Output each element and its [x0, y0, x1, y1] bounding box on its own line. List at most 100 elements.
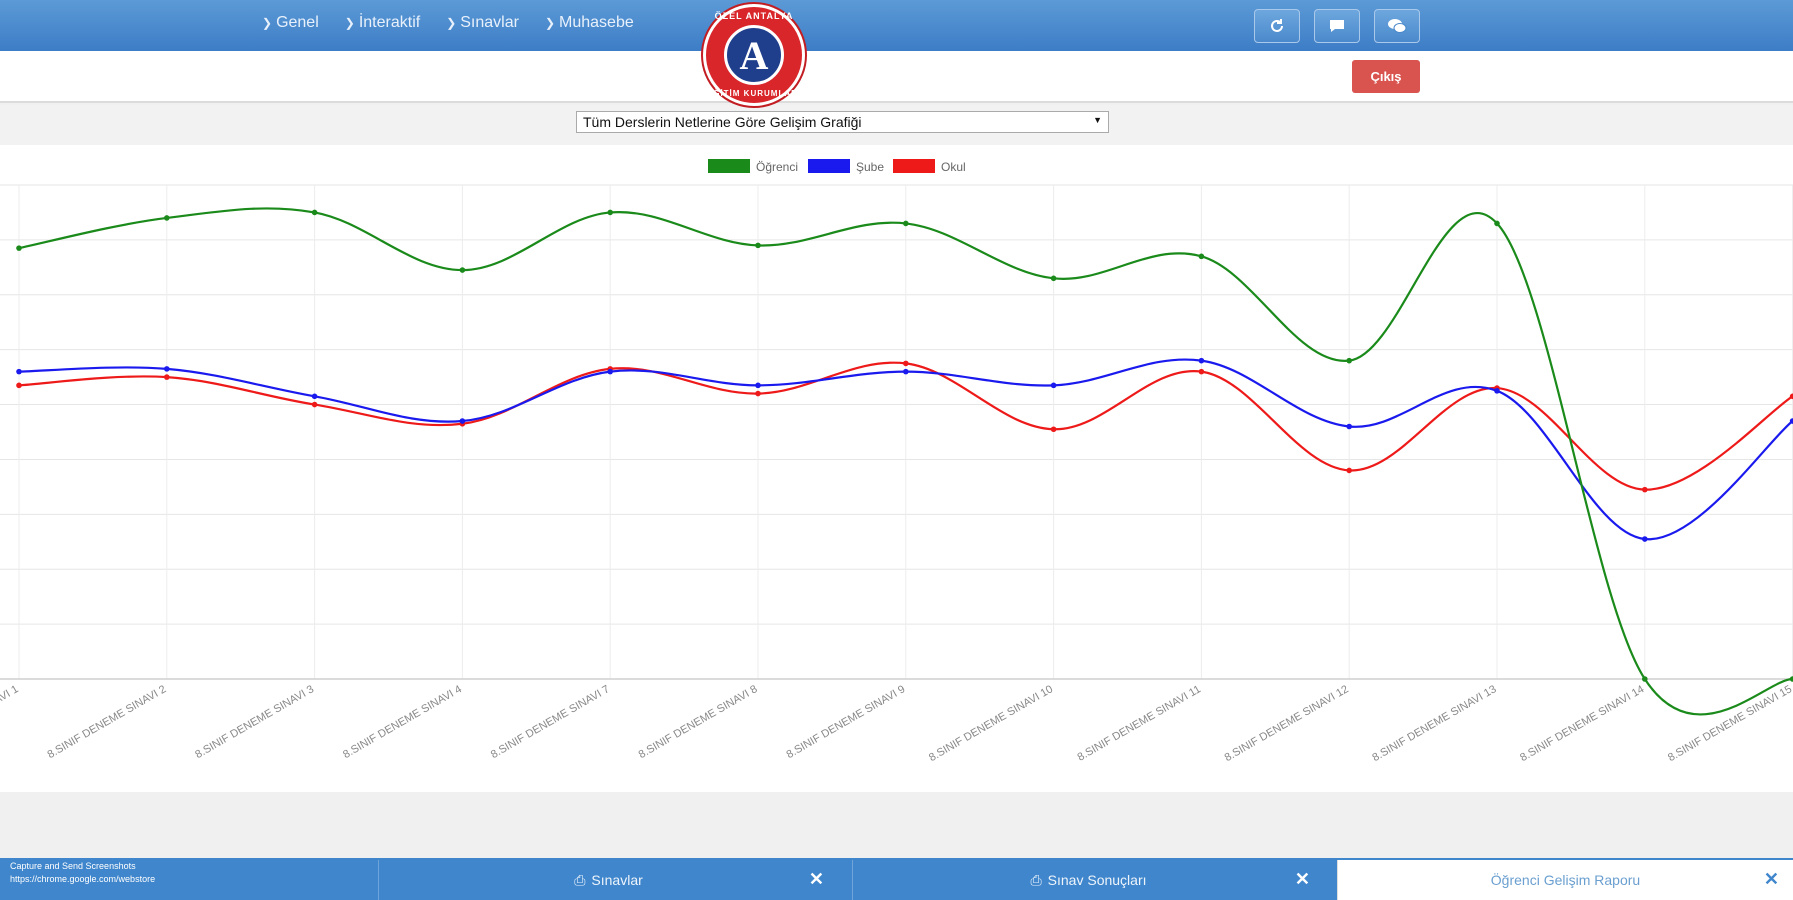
data-point — [16, 368, 22, 375]
nav-label: Sınavlar — [460, 14, 519, 31]
legend-swatch — [708, 159, 750, 173]
data-point — [1642, 676, 1648, 682]
bottom-tab-sinav-sonuclari[interactable]: ⎙ Sınav Sonuçları ✕ — [852, 860, 1324, 900]
chevron-right-icon: ❯ — [446, 16, 457, 30]
chat-button[interactable] — [1374, 9, 1420, 43]
x-tick-label: 8.SINIF DENEME SINAVI 3 — [193, 683, 316, 761]
data-point — [311, 401, 318, 408]
x-tick-label: 8.SINIF DENEME SINAVI 14 — [1518, 683, 1646, 764]
bottom-tab-sinavlar[interactable]: ⎙ Sınavlar ✕ — [378, 860, 838, 900]
legend-swatch — [808, 159, 850, 173]
data-point — [16, 245, 22, 251]
legend-swatch — [893, 159, 935, 173]
nav-item-genel[interactable]: ❯ Genel — [262, 14, 319, 32]
legend-label: Şube — [856, 160, 884, 174]
close-icon[interactable]: ✕ — [808, 869, 824, 889]
legend-label: Okul — [941, 160, 966, 174]
x-tick-label: 8.SINIF DENEME SINAVI 7 — [489, 683, 612, 761]
logo-ring-top-text: ÖZEL ANTALYA — [714, 11, 794, 21]
chat-icon — [1388, 19, 1407, 33]
refresh-icon — [1271, 19, 1283, 32]
x-tick-label: 8.SINIF DENEME SINAVI 13 — [1370, 683, 1498, 764]
legend-label: Öğrenci — [756, 160, 798, 174]
nav-label: Genel — [276, 14, 319, 31]
progress-line-chart: Öğrenci Şube Okul 8.SINIF DENEME SINAVI 1 8.… — [0, 159, 1793, 764]
x-tick-label: 8.SINIF DENEME SINAVI 10 — [927, 683, 1055, 764]
close-icon[interactable]: ✕ — [1294, 869, 1310, 889]
data-point — [1789, 418, 1793, 424]
x-tick-label: 8.SINIF DENEME SINAVI 4 — [341, 683, 464, 761]
data-point — [755, 390, 761, 397]
nav-label: İnteraktif — [358, 14, 421, 31]
bottom-tab-ogrenci-gelisim-raporu[interactable]: Öğrenci Gelişim Raporu ✕ — [1337, 860, 1793, 900]
x-tick-label: 8.SINIF DENEME SINAVI 15 — [1666, 683, 1793, 764]
dropdown-arrow-icon: ▼ — [1093, 115, 1102, 125]
messages-button[interactable] — [1314, 9, 1360, 43]
capture-extension-note[interactable]: Capture and Send Screenshots https://chr… — [10, 860, 155, 886]
series-line — [18, 207, 1793, 716]
data-point — [16, 382, 22, 389]
graph-select-value: Tüm Derslerin Netlerine Göre Gelişim Gra… — [583, 114, 862, 130]
bottom-tab-label: Öğrenci Gelişim Raporu — [1490, 872, 1641, 888]
x-tick-label: 8.SINIF DENEME SINAVI 12 — [1223, 683, 1351, 764]
data-point — [755, 242, 761, 249]
data-point — [755, 382, 761, 389]
nav-item-interaktif[interactable]: ❯ İnteraktif — [345, 14, 420, 32]
data-point — [164, 215, 170, 221]
top-navbar — [0, 0, 1793, 51]
logo-letter: A — [739, 32, 769, 78]
data-point — [1050, 382, 1057, 389]
refresh-button[interactable] — [1254, 9, 1300, 43]
chevron-right-icon: ❯ — [262, 16, 273, 30]
data-point — [1050, 275, 1057, 282]
nav-item-muhasebe[interactable]: ❯ Muhasebe — [545, 14, 634, 32]
logo-ring-bottom-text: EĞİTİM KURUMLARI — [706, 89, 802, 98]
school-logo[interactable]: ÖZEL ANTALYA A EĞİTİM KURUMLARI — [703, 4, 805, 106]
x-tick-label: 8.SINIF DENEME SINAVI 11 — [1075, 683, 1202, 763]
data-point — [164, 366, 170, 372]
chevron-right-icon: ❯ — [544, 16, 556, 30]
data-point — [311, 393, 318, 400]
data-point — [903, 220, 909, 227]
x-tick-label: 8.SINIF DENEME SINAVI 2 — [45, 683, 168, 761]
data-point — [607, 209, 613, 216]
data-point — [1494, 220, 1500, 227]
nav-label: Muhasebe — [559, 14, 634, 31]
printer-icon: ⎙ — [1030, 871, 1042, 888]
chevron-right-icon: ❯ — [344, 16, 355, 30]
data-point — [459, 267, 466, 273]
x-tick-label: 8.SINIF DENEME SINAVI 8 — [637, 683, 760, 761]
main-nav: ❯ Genel ❯ İnteraktif ❯ Sınavlar ❯ Muhasebe — [262, 14, 634, 32]
logo-emblem: A — [724, 25, 784, 85]
sub-header — [0, 51, 1793, 103]
capture-note-line2: https://chrome.google.com/webstore — [10, 874, 156, 884]
capture-note-line1: Capture and Send Screenshots — [10, 861, 136, 871]
close-icon[interactable]: ✕ — [1763, 869, 1779, 889]
message-icon — [1330, 20, 1344, 32]
data-point — [1494, 388, 1500, 394]
data-point — [1050, 426, 1057, 433]
bottom-tab-label: Sınavlar — [591, 872, 643, 888]
data-point — [903, 360, 909, 367]
data-point — [903, 368, 909, 375]
data-point — [459, 418, 466, 424]
x-tick-label: 8.SINIF DENEME SINAVI 9 — [784, 683, 907, 761]
data-point — [1346, 423, 1352, 430]
data-point — [607, 368, 613, 375]
nav-item-sinavlar[interactable]: ❯ Sınavlar — [446, 14, 519, 32]
exit-button[interactable]: Çıkış — [1352, 60, 1420, 93]
x-tick-label: 8.SINIF DENEME SINAVI 1 — [0, 683, 21, 761]
data-point — [164, 374, 170, 380]
data-point — [1198, 357, 1205, 364]
data-point — [1346, 467, 1352, 474]
bottom-tab-label: Sınav Sonuçları — [1047, 872, 1147, 888]
data-point — [1642, 536, 1648, 542]
data-point — [1642, 486, 1648, 493]
data-point — [1198, 368, 1205, 375]
chart-panel: Öğrenci Şube Okul 8.SINIF DENEME SINAVI 1 8.… — [0, 145, 1793, 792]
graph-type-select[interactable]: Tüm Derslerin Netlerine Göre Gelişim Gra… — [576, 111, 1109, 133]
data-point — [1346, 357, 1352, 364]
printer-icon: ⎙ — [574, 871, 586, 888]
series-line — [18, 361, 1793, 491]
data-point — [1789, 676, 1793, 682]
